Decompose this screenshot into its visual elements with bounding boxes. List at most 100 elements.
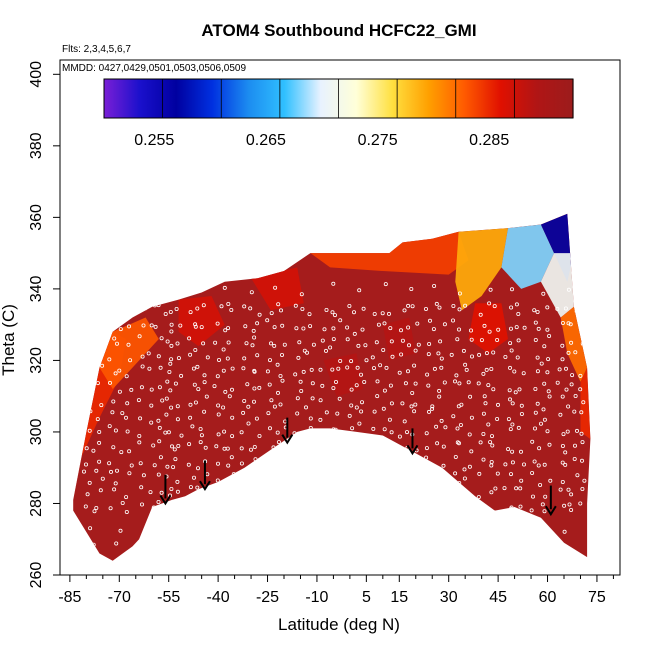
sample-point (297, 457, 302, 462)
sample-point (416, 342, 421, 347)
sample-point (382, 427, 387, 432)
sample-point (186, 462, 191, 467)
sample-point (491, 387, 496, 392)
sample-point (82, 379, 87, 384)
sample-point (360, 327, 365, 332)
sample-point (378, 501, 383, 506)
arrow-1-head (199, 480, 211, 492)
sample-point (381, 406, 386, 411)
sample-point (269, 398, 274, 403)
sample-point (187, 442, 192, 447)
x-tick-label: 30 (440, 589, 458, 606)
sample-point (216, 494, 221, 499)
sample-point (383, 282, 388, 287)
sample-point (467, 464, 472, 469)
sample-point (215, 478, 220, 483)
sample-point (221, 347, 226, 352)
sample-point (265, 318, 270, 323)
sample-point (397, 370, 402, 375)
sample-point (331, 509, 336, 514)
sample-point (147, 522, 152, 527)
sample-point (569, 382, 574, 387)
sample-point (569, 492, 574, 497)
sample-point (300, 306, 305, 311)
sample-point (108, 380, 113, 385)
sample-point (127, 471, 132, 476)
sample-point (94, 505, 99, 510)
sample-point (176, 507, 181, 512)
sample-point (257, 312, 262, 317)
sample-point (192, 500, 197, 505)
sample-point (349, 485, 354, 490)
sample-point (275, 362, 280, 367)
sample-point (508, 472, 513, 477)
sample-point (212, 384, 217, 389)
sample-point (457, 381, 462, 386)
sample-point (252, 369, 257, 374)
sample-point (434, 528, 439, 533)
sample-point (165, 464, 170, 469)
sample-point (139, 385, 144, 390)
sample-point (117, 389, 122, 394)
sample-point (332, 505, 337, 510)
sample-point (580, 306, 585, 311)
x-tick-label: -85 (58, 589, 81, 606)
sample-point (359, 400, 364, 405)
sample-point (453, 471, 458, 476)
sample-point (565, 429, 570, 434)
sample-point (430, 406, 435, 411)
sample-point (459, 402, 464, 407)
sample-point (451, 303, 456, 308)
sample-point (83, 504, 88, 509)
sample-point (239, 446, 244, 451)
y-tick-label: 340 (28, 275, 45, 302)
sample-point (173, 457, 178, 462)
sample-point (216, 432, 221, 437)
sample-point (229, 387, 234, 392)
sample-point (255, 353, 260, 358)
sample-point (280, 500, 285, 505)
sample-point (219, 304, 224, 309)
sample-point (533, 337, 538, 342)
sample-point (254, 416, 259, 421)
sample-point (272, 501, 277, 506)
sample-point (141, 323, 146, 328)
sample-point (310, 469, 315, 474)
sample-point (127, 449, 132, 454)
arrow-0-head (159, 494, 172, 506)
sample-point (496, 327, 501, 332)
sample-point (173, 381, 178, 386)
sample-point (124, 495, 129, 500)
sample-point (252, 335, 257, 340)
sample-point (271, 492, 276, 497)
sample-point (203, 504, 208, 509)
sample-point (171, 465, 176, 470)
sample-point (350, 426, 355, 431)
sample-point (493, 486, 498, 491)
sample-point (353, 547, 358, 552)
sample-point (461, 348, 466, 353)
sample-point (495, 416, 500, 421)
sample-point (533, 410, 538, 415)
sample-point (218, 503, 223, 508)
sample-point (187, 336, 192, 341)
sample-point (355, 503, 360, 508)
sample-point (363, 343, 368, 348)
arrow-3-head (406, 444, 419, 456)
sample-point (296, 355, 301, 360)
sample-point (65, 369, 68, 372)
x-tick-label: -70 (108, 589, 131, 606)
sample-point (195, 306, 200, 311)
sample-point (541, 291, 546, 296)
sample-point (377, 485, 382, 490)
y-tick-label: 300 (28, 418, 45, 445)
sample-point (201, 303, 206, 308)
sample-point (413, 402, 418, 407)
sample-point (489, 434, 494, 439)
sample-point (167, 286, 172, 291)
sample-point (381, 347, 386, 352)
sample-point (137, 433, 142, 438)
sample-point (126, 342, 131, 347)
sample-point (295, 396, 300, 401)
value-region-2 (178, 296, 225, 347)
